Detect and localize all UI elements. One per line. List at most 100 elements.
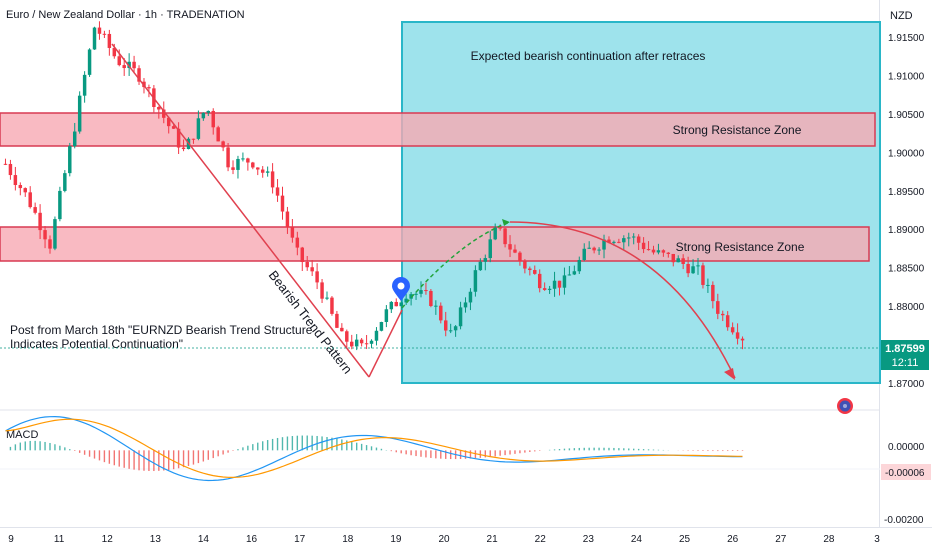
- time-tick-18: 3: [874, 534, 880, 545]
- location-pin-icon[interactable]: [392, 277, 410, 301]
- price-tick-3: 1.90000: [888, 148, 925, 159]
- candle-body: [127, 61, 131, 69]
- candle-body: [241, 158, 245, 160]
- candle-body: [612, 241, 616, 243]
- bearish-projection-path[interactable]: [509, 221, 736, 379]
- price-tick-7: 1.88000: [888, 302, 925, 313]
- candle-body: [28, 192, 32, 208]
- candle-body: [533, 270, 537, 274]
- candle-body: [631, 236, 636, 238]
- candle-body: [364, 343, 369, 345]
- candle-body: [453, 326, 458, 331]
- candle-body: [8, 163, 13, 176]
- trend-line[interactable]: [111, 43, 370, 378]
- bearish-arrowhead: [724, 368, 735, 380]
- candle-body: [518, 252, 522, 262]
- time-tick-7: 18: [342, 534, 354, 545]
- candle-body: [424, 290, 428, 292]
- candle-body: [335, 313, 339, 328]
- candle-body: [434, 305, 438, 307]
- macd-tick-1: -0.00200: [884, 515, 924, 526]
- candle-body: [171, 126, 176, 129]
- candle-body: [320, 282, 324, 299]
- candle-body: [310, 267, 314, 272]
- signal-line: [5, 418, 743, 479]
- candle-body: [107, 33, 112, 48]
- trend-retrace-line[interactable]: [368, 309, 403, 378]
- upper-resistance-zone[interactable]: [0, 112, 876, 147]
- price-tick-1: 1.91000: [888, 71, 925, 82]
- candle-body: [567, 274, 572, 276]
- candle-body: [265, 171, 270, 173]
- time-tick-17: 28: [823, 534, 835, 545]
- macd-tick-0: 0.00000: [888, 442, 925, 453]
- candle-body: [429, 290, 433, 306]
- candle-body: [246, 158, 250, 163]
- candle-body: [587, 247, 591, 249]
- candle-body: [280, 195, 285, 212]
- candle-body: [147, 87, 151, 89]
- time-tick-0: 9: [8, 534, 14, 545]
- candle-body: [97, 27, 102, 34]
- retrace-projection-path[interactable]: [401, 221, 511, 309]
- candle-body: [537, 273, 542, 289]
- candle-body: [582, 248, 586, 261]
- candle-body: [87, 49, 92, 75]
- candle-body: [419, 290, 423, 294]
- candle-body: [211, 110, 215, 128]
- globe-icon[interactable]: [837, 398, 853, 414]
- candle-body: [681, 258, 685, 264]
- candle-body: [552, 280, 557, 289]
- price-tick-2: 1.90500: [888, 110, 925, 121]
- candle-body: [33, 207, 37, 213]
- time-tick-1: 11: [54, 534, 65, 545]
- candle-body: [345, 331, 349, 342]
- candle-body: [82, 74, 87, 96]
- candle-body: [379, 321, 384, 331]
- candle-body: [513, 249, 517, 253]
- upper-zone-label: Strong Resistance Zone: [673, 123, 802, 137]
- candle-body: [493, 227, 497, 240]
- candle-body: [478, 261, 483, 271]
- candle-body: [706, 284, 710, 286]
- candle-body: [300, 247, 305, 263]
- candle-body: [384, 309, 389, 322]
- candle-body: [285, 211, 290, 228]
- time-tick-10: 21: [487, 534, 499, 545]
- candle-body: [340, 327, 344, 332]
- candle-body: [498, 227, 502, 229]
- symbol-title: Euro / New Zealand Dollar · 1h · TRADENA…: [6, 9, 245, 21]
- candle-body: [557, 280, 562, 288]
- currency-label: NZD: [890, 10, 913, 22]
- price-axis-ticks: 1.91500 1.91000 1.90500 1.90000 1.89500 1.890…: [888, 33, 925, 390]
- lower-resistance-zone[interactable]: [0, 226, 870, 262]
- price-tick-6: 1.88500: [888, 264, 925, 275]
- candle-body: [260, 169, 265, 173]
- candle-body: [503, 228, 507, 245]
- candle-body: [686, 263, 690, 274]
- candle-body: [448, 330, 453, 332]
- candle-body: [508, 244, 512, 250]
- candle-body: [206, 110, 211, 113]
- candle-body: [740, 338, 745, 341]
- candle-body: [597, 249, 601, 251]
- candle-body: [354, 339, 359, 347]
- candle-body: [562, 275, 567, 288]
- candle-body: [468, 291, 473, 303]
- current-price-tag: [881, 340, 929, 370]
- projection-box[interactable]: [401, 21, 881, 384]
- candle-body: [542, 288, 547, 290]
- candle-body: [607, 239, 611, 243]
- candle-body: [315, 271, 319, 283]
- candle-body: [404, 298, 408, 303]
- candle-body: [651, 249, 656, 253]
- time-axis-ticks: 9 11 12 13 14 16 17 18 19 20 21 22 23 24 25 26 27 28 3: [8, 534, 880, 545]
- candle-body: [191, 138, 196, 140]
- macd-current-tag: [881, 464, 931, 480]
- candle-body: [359, 339, 364, 344]
- candle-body: [92, 27, 97, 50]
- candle-body: [414, 293, 418, 295]
- time-tick-13: 24: [631, 534, 643, 545]
- candle-body: [48, 239, 52, 249]
- candle-body: [641, 242, 646, 250]
